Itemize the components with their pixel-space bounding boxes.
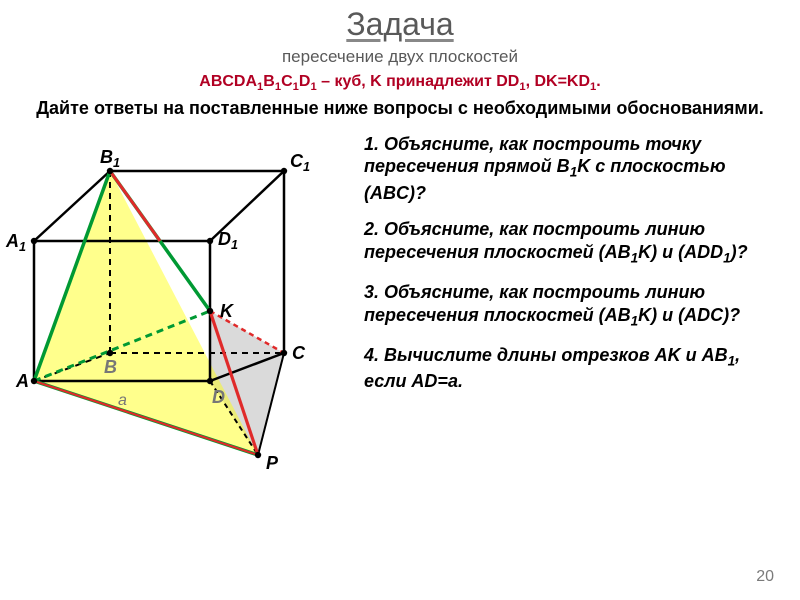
question-1: 1. Объясните, как построить точку пересе… (364, 133, 784, 204)
question-4: 4. Вычислите длины отрезков AK и AB1, ес… (364, 344, 784, 393)
cube-figure: A B C D A1 B1 C1 D1 K Pa (0, 133, 360, 483)
instruction-text: Дайте ответы на поставленные ниже вопрос… (0, 97, 800, 120)
svg-text:C1: C1 (290, 151, 310, 174)
svg-text:B1: B1 (100, 147, 120, 170)
svg-text:C: C (292, 343, 306, 363)
main-layout: A B C D A1 B1 C1 D1 K Pa 1. Объясните, как постро… (0, 133, 800, 483)
page-subtitle: пересечение двух плоскостей (0, 47, 800, 67)
svg-text:A1: A1 (5, 231, 26, 254)
svg-text:K: K (220, 301, 235, 321)
questions-panel: 1. Объясните, как построить точку пересе… (360, 133, 800, 483)
question-2: 2. Объясните, как построить линию пересе… (364, 218, 784, 267)
svg-text:D1: D1 (218, 229, 238, 252)
question-3: 3. Объясните, как построить линию пересе… (364, 281, 784, 330)
svg-text:P: P (266, 453, 279, 473)
svg-text:D: D (212, 387, 225, 407)
problem-statement: ABCDA1B1C1D1 – куб, K принадлежит DD1, D… (0, 73, 800, 93)
svg-text:B: B (104, 357, 117, 377)
page-title: Задача (0, 0, 800, 43)
page-number: 20 (756, 568, 774, 586)
svg-text:a: a (118, 392, 127, 409)
svg-text:A: A (15, 371, 29, 391)
